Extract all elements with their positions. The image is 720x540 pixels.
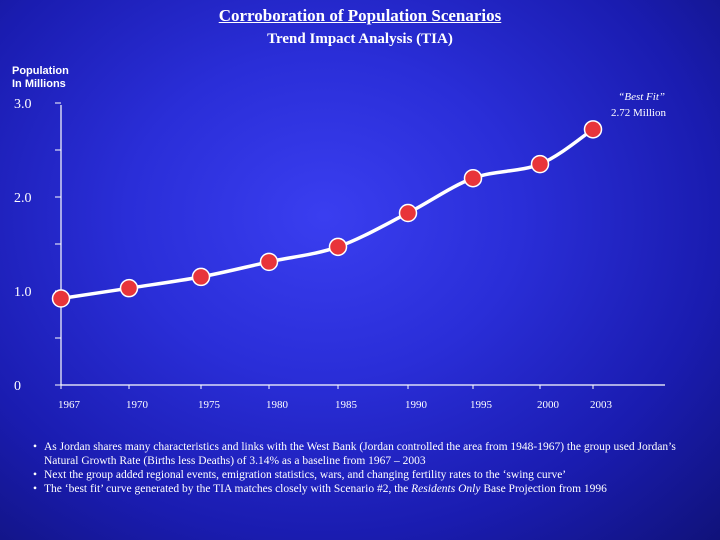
best-fit-annotation: “Best Fit” — [618, 91, 665, 103]
series-line — [60, 127, 594, 301]
note-item: Next the group added regional events, em… — [30, 468, 710, 482]
slide-title: Corroboration of Population Scenarios — [218, 6, 502, 25]
y-axis-label-line-2: In Millions — [12, 78, 66, 90]
data-point — [51, 289, 71, 308]
y-axis-label-line-1: Population — [12, 65, 69, 77]
x-tick-label: 1975 — [198, 399, 221, 411]
y-axis-label: Population In Millions — [12, 65, 92, 91]
data-point — [398, 203, 418, 223]
note-item: The ‘best fit’ curve generated by the TI… — [30, 482, 710, 496]
y-tick-label: 1.0 — [14, 285, 32, 300]
x-tick-label: 2000 — [537, 399, 560, 411]
data-point — [328, 237, 348, 257]
data-point — [530, 154, 550, 174]
y-tick-label: 2.0 — [14, 191, 32, 206]
note-item: As Jordan shares many characteristics an… — [30, 440, 710, 468]
best-fit-value-annotation: 2.72 Million — [611, 107, 667, 119]
data-point — [463, 168, 483, 188]
x-tick-label: 1990 — [405, 399, 428, 411]
data-point — [259, 252, 279, 272]
note-emphasis: Residents Only — [411, 483, 481, 495]
data-point — [191, 267, 211, 287]
x-tick-label: 1985 — [335, 399, 358, 411]
note-text: Next the group added regional events, em… — [44, 469, 567, 481]
x-tick-label: 1980 — [266, 399, 289, 411]
x-tick-label: 2003 — [590, 399, 613, 411]
population-chart: 0 1.0 2.0 3.0 1967 1970 1975 1980 1985 1990 1995 20… — [14, 91, 667, 411]
note-text: The ‘best fit’ curve generated by the TI… — [44, 483, 412, 495]
data-point — [583, 120, 603, 139]
notes-list: As Jordan shares many characteristics an… — [30, 440, 710, 496]
note-text: As Jordan shares many characteristics an… — [44, 441, 676, 467]
data-point — [119, 278, 139, 298]
note-text: Base Projection from 1996 — [480, 483, 607, 495]
x-tick-label: 1970 — [126, 399, 149, 411]
x-tick-label: 1967 — [58, 399, 81, 411]
x-tick-label: 1995 — [470, 399, 493, 411]
y-tick-label: 0 — [14, 379, 21, 394]
y-tick-label: 3.0 — [14, 97, 32, 112]
slide-subtitle: Trend Impact Analysis (TIA) — [267, 31, 453, 47]
